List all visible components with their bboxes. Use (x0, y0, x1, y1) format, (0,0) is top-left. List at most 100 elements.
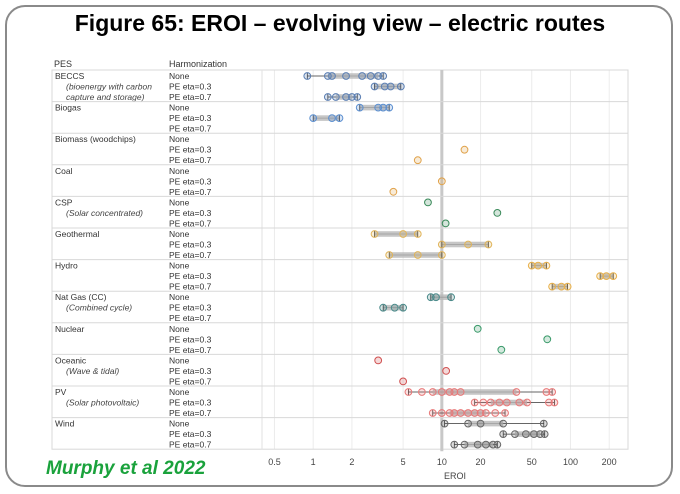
data-point (379, 103, 388, 112)
x-tick-label: 0.5 (268, 457, 281, 467)
harmonization-label: None (169, 292, 190, 302)
x-tick-label: 100 (563, 457, 578, 467)
harmonization-label: PE eta=0.7 (169, 187, 212, 197)
data-point (523, 398, 531, 407)
data-point (442, 367, 451, 375)
data-point (348, 93, 356, 101)
data-point (358, 72, 367, 80)
group-label: BECCS (55, 71, 85, 81)
range-box (335, 94, 352, 100)
group-label: Biomass (woodchips) (55, 134, 136, 144)
data-point (413, 230, 422, 238)
harmonization-label: PE eta=0.7 (169, 440, 212, 450)
data-point (521, 430, 530, 439)
data-point (331, 93, 340, 101)
x-axis-label: EROI (444, 471, 466, 481)
harmonization-label: None (169, 103, 190, 113)
harmonization-label: PE eta=0.7 (169, 408, 212, 418)
x-tick-label: 50 (527, 457, 537, 467)
data-point (497, 345, 506, 354)
data-point (548, 282, 557, 291)
data-point (328, 72, 336, 80)
range-box (432, 389, 517, 395)
range-box (327, 73, 379, 79)
data-point (548, 388, 557, 396)
data-point (464, 409, 472, 417)
harmonization-label: PE eta=0.3 (169, 176, 212, 186)
data-point (413, 251, 422, 259)
harmonization-label: PE eta=0.7 (169, 155, 212, 165)
data-point (464, 240, 472, 249)
group-subtitle: (Solar photovoltaic) (66, 398, 139, 408)
harmonization-label: PE eta=0.3 (169, 82, 212, 92)
data-point (539, 419, 548, 428)
data-point (370, 82, 379, 91)
range-box (313, 115, 340, 121)
data-point (534, 261, 542, 270)
data-point (484, 240, 493, 249)
data-point (385, 251, 394, 259)
harmonization-label: None (169, 261, 190, 271)
x-tick-label: 20 (476, 457, 486, 467)
data-point (418, 388, 426, 396)
data-point (543, 335, 552, 344)
range-box (490, 399, 528, 406)
harmonization-label: PE eta=0.7 (169, 124, 212, 134)
data-point (491, 409, 500, 417)
data-point (450, 440, 459, 449)
data-point (545, 398, 553, 407)
data-point (424, 198, 432, 207)
harmonization-label: PE eta=0.3 (169, 271, 212, 281)
data-point (323, 93, 332, 101)
data-point (456, 388, 465, 396)
group-subtitle: (bioenergy with carbon (66, 82, 152, 92)
harmonization-label: None (169, 229, 190, 239)
group-label: PV (55, 387, 67, 397)
harmonization-label: None (169, 166, 190, 176)
range-box (468, 420, 504, 427)
data-point (441, 219, 450, 228)
group-label: Hydro (55, 261, 78, 271)
harmonization-label: PE eta=0.3 (169, 429, 212, 439)
data-point (501, 409, 509, 417)
group-label: Nuclear (55, 324, 84, 334)
data-point (542, 388, 551, 396)
data-point (440, 419, 449, 428)
range-box (464, 441, 494, 448)
data-point (379, 303, 388, 312)
harmonization-label: PE eta=0.7 (169, 250, 212, 260)
data-point (389, 187, 398, 196)
data-point (473, 324, 482, 333)
x-tick-label: 5 (401, 457, 406, 467)
data-point (396, 82, 405, 91)
data-point (323, 72, 332, 80)
group-subtitle: (Wave & tidal) (66, 366, 119, 376)
x-tick-label: 1 (311, 457, 316, 467)
group-label: Coal (55, 166, 73, 176)
data-point (515, 398, 524, 407)
group-subtitle: (Combined cycle) (66, 303, 132, 313)
x-tick-label: 200 (602, 457, 617, 467)
group-subtitle: capture and storage) (66, 92, 145, 102)
harmonization-label: PE eta=0.3 (169, 303, 212, 313)
data-point (450, 388, 459, 396)
data-point (470, 398, 479, 407)
group-label: CSP (55, 197, 73, 207)
data-point (476, 419, 485, 428)
data-point (493, 209, 502, 217)
data-point (437, 240, 446, 249)
data-point (464, 419, 472, 428)
harmonization-label: PE eta=0.7 (169, 345, 212, 355)
data-point (550, 398, 559, 407)
data-point (473, 440, 482, 449)
range-box (389, 252, 442, 258)
group-label: Biogas (55, 103, 81, 113)
harmonization-label: None (169, 387, 190, 397)
range-box (430, 294, 452, 300)
harmonization-label: PE eta=0.3 (169, 208, 212, 218)
group-label: Wind (55, 419, 75, 429)
harmonization-label: PE eta=0.7 (169, 92, 212, 102)
range-box (514, 431, 541, 437)
data-point (542, 261, 551, 270)
